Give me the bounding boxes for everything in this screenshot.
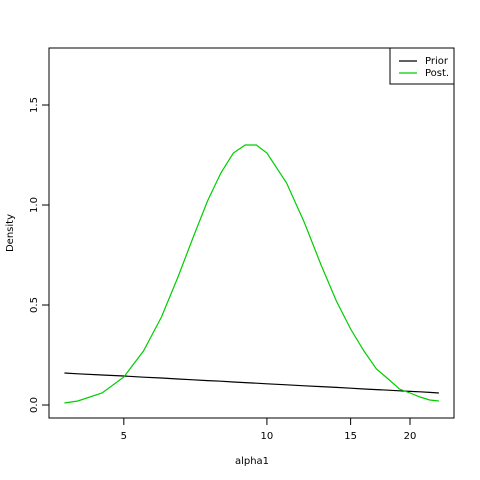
- series-line: [64, 144, 439, 404]
- x-tick-label: 20: [404, 431, 417, 442]
- x-axis-label: alpha1: [235, 456, 269, 467]
- y-tick-label: 0.5: [29, 297, 40, 313]
- y-tick-label: 1.0: [29, 197, 40, 213]
- x-tick-label: 15: [344, 431, 357, 442]
- y-axis-label: Density: [5, 214, 16, 252]
- series-line: [64, 372, 439, 394]
- legend-box: [389, 47, 455, 85]
- legend-label: Post.: [425, 68, 449, 79]
- x-tick-label: 10: [261, 431, 274, 442]
- legend-label: Prior: [425, 56, 449, 67]
- y-tick-label: 0.0: [29, 397, 40, 413]
- x-tick-label: 5: [121, 431, 127, 442]
- y-tick-label: 1.5: [29, 97, 40, 113]
